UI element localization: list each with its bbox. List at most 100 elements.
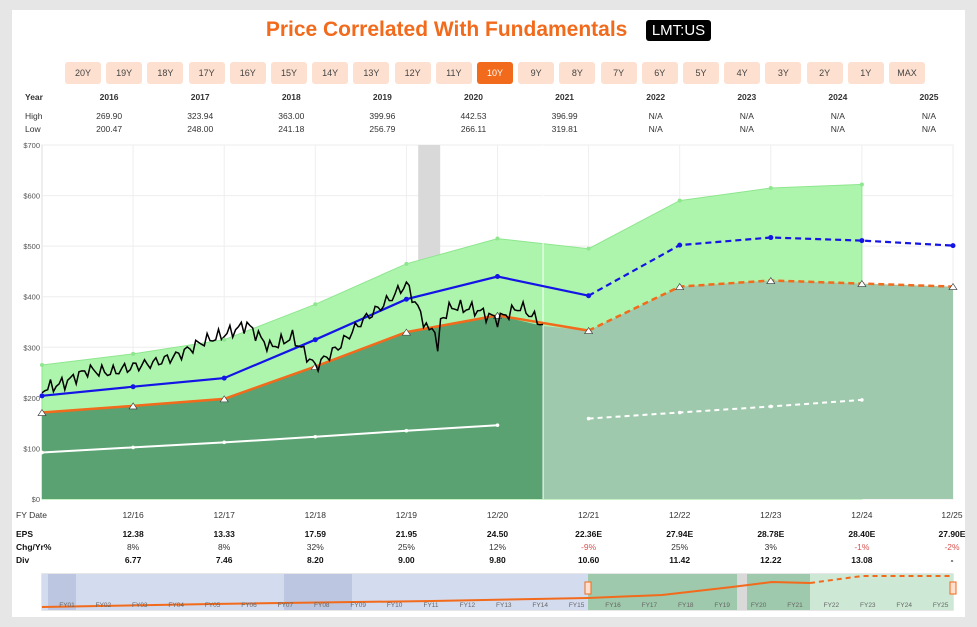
- range-button-1y[interactable]: 1Y: [847, 62, 884, 84]
- range-button-7y[interactable]: 7Y: [600, 62, 637, 84]
- high-cell: N/A: [648, 111, 663, 121]
- eps-cell: 27.90E: [938, 529, 966, 539]
- year-cell: 2021: [555, 92, 575, 102]
- range-button-11y[interactable]: 11Y: [435, 62, 472, 84]
- y-tick-label: $0: [32, 495, 40, 504]
- dividend-point: [222, 440, 226, 445]
- div-cell: -: [950, 555, 954, 565]
- projection-area: [543, 280, 953, 499]
- eps-cell: 12.38: [122, 529, 144, 539]
- navigator-label: FY13: [496, 602, 512, 609]
- range-button-max[interactable]: MAX: [889, 62, 925, 84]
- chg-cell: 12%: [488, 542, 506, 552]
- dividend-point: [860, 398, 864, 402]
- fy-date-cell: 12/19: [395, 510, 418, 520]
- div-cell: 7.46: [215, 555, 233, 565]
- page-title: Price Correlated With Fundamentals: [265, 18, 628, 41]
- range-button-15y[interactable]: 15Y: [271, 62, 307, 84]
- range-button-17y[interactable]: 17Y: [188, 62, 225, 84]
- navigator-line: [41, 580, 811, 608]
- navigator-handle-left: [584, 581, 592, 595]
- fy-date-cell: 12/24: [851, 510, 873, 520]
- navigator-label: FY24: [896, 602, 912, 609]
- year-cell: 2018: [281, 92, 301, 102]
- chg-cell: 25%: [671, 542, 689, 552]
- range-button-2y[interactable]: 2Y: [806, 62, 843, 84]
- navigator-label: FY21: [787, 602, 803, 609]
- eps-marker: [219, 395, 229, 403]
- range-button-19y[interactable]: 19Y: [106, 62, 143, 84]
- upper-band-point: [313, 302, 318, 307]
- navigator-label: FY17: [642, 602, 658, 609]
- range-button-8y[interactable]: 8Y: [559, 62, 596, 84]
- range-button-5y[interactable]: 5Y: [683, 62, 719, 84]
- navigator-label: FY01: [59, 602, 75, 609]
- navigator-projection: [810, 574, 953, 610]
- range-button-20y[interactable]: 20Y: [65, 62, 101, 84]
- fy-date-cell: 12/25: [941, 510, 963, 520]
- chg-cell: 3%: [764, 542, 777, 552]
- eps-marker: [37, 408, 47, 416]
- div-cell: 11.42: [669, 555, 691, 565]
- high-cell: 399.96: [369, 111, 396, 121]
- range-button-13y[interactable]: 13Y: [353, 62, 390, 84]
- eps-cell: 24.50: [486, 529, 509, 539]
- low-cell: N/A: [648, 124, 663, 134]
- upper-band-point: [586, 246, 591, 251]
- y-tick-label: $700: [23, 141, 40, 150]
- low-cell: 248.00: [187, 124, 214, 134]
- eps-cell: 27.94E: [666, 529, 694, 539]
- y-tick-label: $300: [23, 343, 40, 352]
- table-label-year: Year: [25, 92, 43, 102]
- y-tick-label: $200: [23, 394, 40, 403]
- y-tick-label: $600: [23, 192, 40, 201]
- navigator-label: FY10: [387, 602, 403, 609]
- range-button-6y[interactable]: 6Y: [641, 62, 678, 84]
- range-button-18y[interactable]: 18Y: [147, 62, 184, 84]
- dividend-point: [313, 434, 318, 439]
- high-cell: 442.53: [460, 111, 487, 121]
- navigator-label: FY07: [278, 602, 294, 609]
- eps-cell: 28.78E: [757, 529, 785, 539]
- range-button-4y[interactable]: 4Y: [724, 62, 761, 84]
- table-label-high: High: [25, 111, 43, 121]
- navigator-label: FY25: [933, 602, 949, 609]
- navigator-highlight: [737, 574, 747, 610]
- upper-band-point: [131, 351, 136, 356]
- range-button-16y[interactable]: 16Y: [229, 62, 266, 84]
- eps-marker: [948, 283, 958, 290]
- year-cell: 2020: [464, 92, 483, 102]
- eps-cell: 21.95: [395, 529, 418, 539]
- range-button-12y[interactable]: 12Y: [394, 62, 431, 84]
- high-cell: 269.90: [96, 111, 123, 121]
- fair-value-point: [312, 337, 318, 343]
- range-button-9y[interactable]: 9Y: [518, 62, 555, 84]
- range-button-10y[interactable]: 10Y: [477, 62, 513, 84]
- fy-date-label: FY Date: [16, 510, 48, 520]
- chg-cell: -9%: [581, 542, 597, 552]
- range-button-14y[interactable]: 14Y: [312, 62, 349, 84]
- fair-value-point: [768, 235, 774, 241]
- chg-cell: 8%: [126, 542, 140, 552]
- eps-cell: 13.33: [213, 529, 235, 539]
- eps-marker: [584, 327, 594, 334]
- dividend-point: [677, 410, 682, 415]
- chart-panel: Price Correlated With Fundamentals LMT:U…: [12, 10, 965, 617]
- navigator-label: FY06: [241, 602, 257, 609]
- chg-label: Chg/Yr%: [16, 542, 52, 552]
- div-cell: 8.20: [307, 555, 324, 565]
- fair-value-point: [495, 273, 500, 279]
- navigator-label: FY04: [168, 602, 184, 609]
- range-button-3y[interactable]: 3Y: [765, 62, 802, 84]
- low-cell: 266.11: [460, 124, 487, 134]
- chg-cell: 8%: [218, 542, 231, 552]
- low-cell: N/A: [739, 124, 754, 134]
- price-chart: $0 $100 $200 $300 $400 $500 $600 $700 FY01 FY02 FY…: [23, 141, 958, 611]
- div-cell: 12.22: [760, 555, 782, 565]
- eps-cell: 17.59: [304, 529, 326, 539]
- fair-value-point: [859, 238, 865, 244]
- low-cell: 241.18: [278, 124, 305, 134]
- upper-band-point: [222, 337, 227, 342]
- navigator-label: FY22: [824, 602, 840, 609]
- div-cell: 6.77: [124, 555, 142, 565]
